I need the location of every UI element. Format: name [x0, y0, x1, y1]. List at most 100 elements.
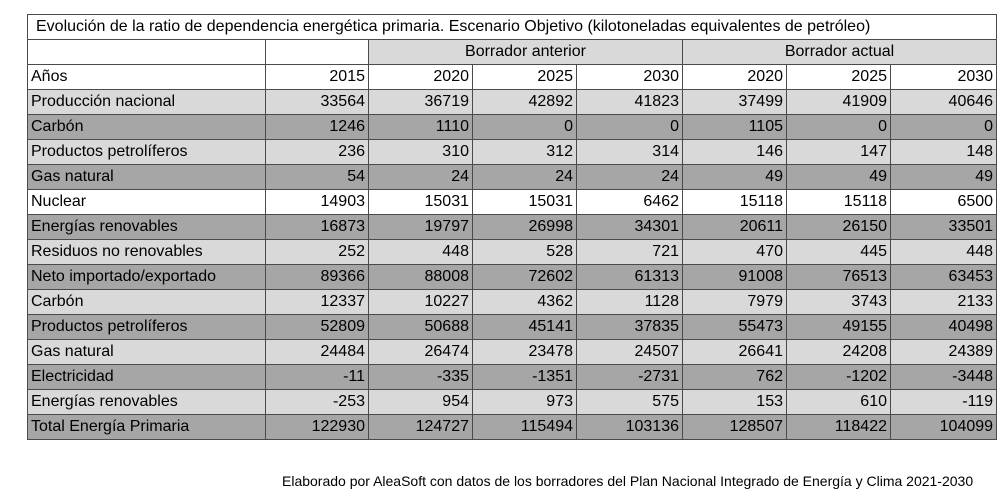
row-value: 12337 — [265, 289, 369, 315]
row-value: 24 — [576, 164, 683, 190]
row-value: 16873 — [265, 214, 369, 240]
table-row: Productos petrolíferos 52809 50688 45141 378… — [27, 314, 998, 340]
row-label: Energías renovables — [27, 389, 266, 415]
row-value: 37835 — [576, 314, 683, 340]
row-value: 575 — [576, 389, 683, 415]
row-value: -119 — [889, 389, 998, 415]
row-value: 15118 — [786, 189, 891, 215]
table-title: Evolución de la ratio de dependencia ene… — [26, 14, 998, 40]
row-value: 470 — [682, 239, 787, 265]
row-value: 24208 — [786, 339, 891, 365]
row-value: 26641 — [682, 339, 787, 365]
row-value: 954 — [368, 389, 473, 415]
row-value: 236 — [265, 139, 369, 165]
year-header: 2020 — [368, 64, 473, 90]
row-value: 104099 — [889, 414, 998, 440]
table-row: Total Energía Primaria 122930 124727 115494… — [27, 414, 998, 440]
row-value: 89366 — [265, 264, 369, 290]
row-value: 24507 — [576, 339, 683, 365]
row-value: 72602 — [472, 264, 577, 290]
row-value: 14903 — [265, 189, 369, 215]
row-label: Producción nacional — [27, 89, 266, 115]
row-value: 24484 — [265, 339, 369, 365]
row-value: 26998 — [472, 214, 577, 240]
row-value: 118422 — [786, 414, 891, 440]
row-value: 76513 — [786, 264, 891, 290]
row-value: -11 — [265, 364, 369, 390]
table-row: Electricidad -11 -335 -1351 -2731 762 -1202 -34… — [27, 364, 998, 390]
row-value: 448 — [368, 239, 473, 265]
row-value: 1246 — [265, 114, 369, 140]
row-value: 128507 — [682, 414, 787, 440]
row-value: 91008 — [682, 264, 787, 290]
table-row: Energías renovables 16873 19797 26998 34301 2… — [27, 214, 998, 240]
table-row: Productos petrolíferos 236 310 312 314 146 147… — [27, 139, 998, 165]
row-value: 20611 — [682, 214, 787, 240]
row-value: 40498 — [889, 314, 998, 340]
row-value: 15031 — [472, 189, 577, 215]
row-label: Electricidad — [27, 364, 266, 390]
group-blank-cell — [27, 39, 266, 65]
row-value: 1105 — [682, 114, 787, 140]
row-value: 115494 — [472, 414, 577, 440]
row-value: 52809 — [265, 314, 369, 340]
row-value: 61313 — [576, 264, 683, 290]
row-value: 36719 — [368, 89, 473, 115]
footnote: Elaborado por AleaSoft con datos de los … — [282, 473, 974, 489]
row-value: 252 — [265, 239, 369, 265]
row-value: 41909 — [786, 89, 891, 115]
row-value: -1202 — [786, 364, 891, 390]
row-value: 973 — [472, 389, 577, 415]
row-value: 0 — [576, 114, 683, 140]
row-value: -335 — [368, 364, 473, 390]
year-header: 2020 — [682, 64, 787, 90]
row-value: 42892 — [472, 89, 577, 115]
table-row: Residuos no renovables 252 448 528 721 470 445… — [27, 239, 998, 265]
group-prev-draft: Borrador anterior — [368, 39, 683, 65]
energy-dependency-table: Evolución de la ratio de dependencia ene… — [26, 14, 998, 440]
row-value: 762 — [682, 364, 787, 390]
row-value: 2133 — [889, 289, 998, 315]
row-label: Energías renovables — [27, 214, 266, 240]
row-value: 3743 — [786, 289, 891, 315]
row-value: -2731 — [576, 364, 683, 390]
row-value: -3448 — [889, 364, 998, 390]
row-value: 10227 — [368, 289, 473, 315]
row-value: 103136 — [576, 414, 683, 440]
row-value: 122930 — [265, 414, 369, 440]
table-row: Gas natural 54 24 24 24 49 49 49 — [27, 164, 998, 190]
row-value: 1110 — [368, 114, 473, 140]
row-label: Carbón — [27, 289, 266, 315]
row-value: 147 — [786, 139, 891, 165]
row-value: 63453 — [889, 264, 998, 290]
table-body: Evolución de la ratio de dependencia ene… — [26, 14, 998, 440]
row-label: Gas natural — [27, 164, 266, 190]
row-label: Total Energía Primaria — [27, 414, 266, 440]
row-label: Carbón — [27, 114, 266, 140]
row-value: 153 — [682, 389, 787, 415]
row-value: 0 — [889, 114, 998, 140]
row-label: Gas natural — [27, 339, 266, 365]
row-value: 23478 — [472, 339, 577, 365]
row-label: Productos petrolíferos — [27, 139, 266, 165]
row-value: 24 — [472, 164, 577, 190]
row-value: 54 — [265, 164, 369, 190]
row-value: 610 — [786, 389, 891, 415]
row-value: 34301 — [576, 214, 683, 240]
row-value: 310 — [368, 139, 473, 165]
table-row: Producción nacional 33564 36719 42892 41823 3… — [27, 89, 998, 115]
row-value: 124727 — [368, 414, 473, 440]
year-header: 2025 — [472, 64, 577, 90]
row-value: 314 — [576, 139, 683, 165]
row-value: 15031 — [368, 189, 473, 215]
row-value: 88008 — [368, 264, 473, 290]
row-value: 49 — [786, 164, 891, 190]
row-value: 721 — [576, 239, 683, 265]
year-header: 2025 — [786, 64, 891, 90]
row-value: 6462 — [576, 189, 683, 215]
row-value: 528 — [472, 239, 577, 265]
row-value: 148 — [889, 139, 998, 165]
table-row: Carbón 1246 1110 0 0 1105 0 0 — [27, 114, 998, 140]
row-value: 49 — [889, 164, 998, 190]
table-row: Neto importado/exportado 89366 88008 72602 6… — [27, 264, 998, 290]
